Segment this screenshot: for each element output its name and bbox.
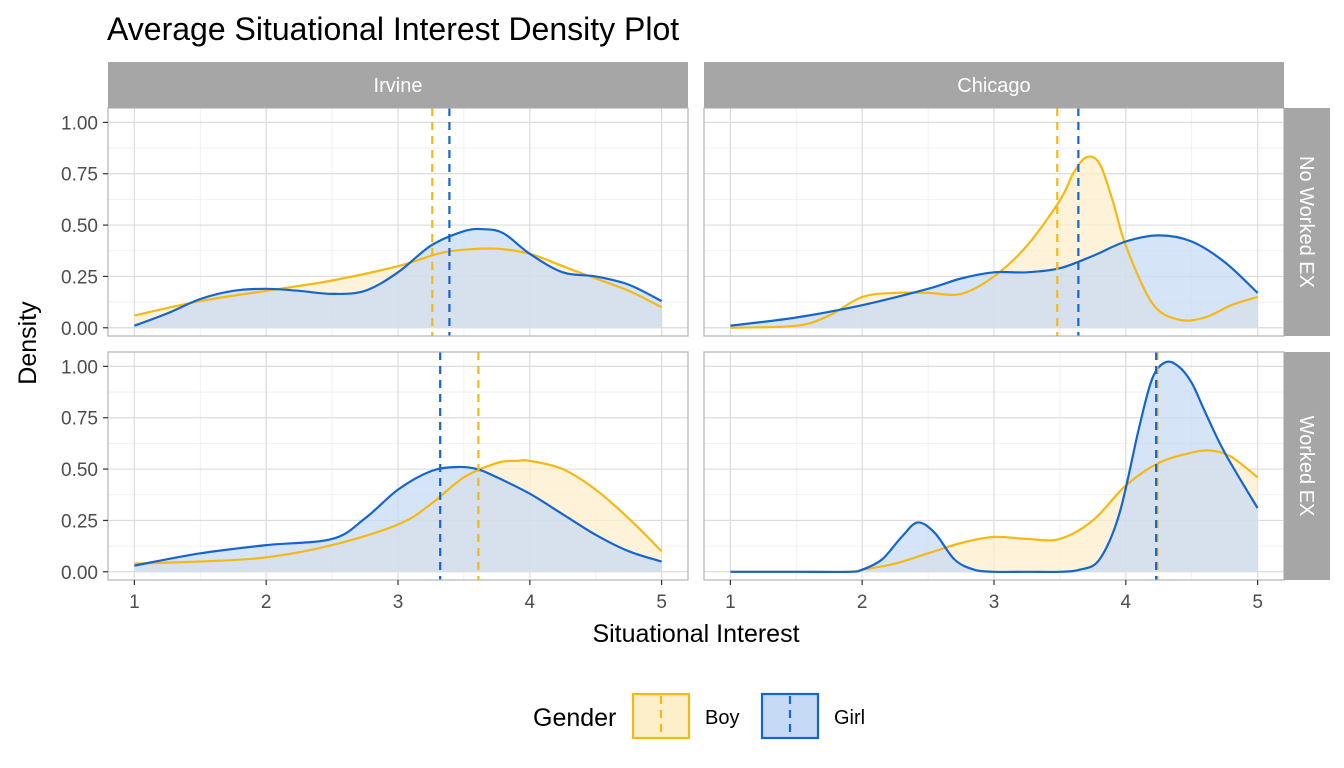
y-tick-label: 0.00 xyxy=(61,319,98,340)
legend-label: Girl xyxy=(834,707,865,729)
strip-background xyxy=(1284,352,1330,580)
chart-title: Average Situational Interest Density Plo… xyxy=(107,11,679,47)
y-tick-label: 0.25 xyxy=(61,267,98,288)
legend-entry-girl: Girl xyxy=(760,692,865,740)
panel-irvine-no-worked-ex xyxy=(107,107,689,337)
y-axis-title: Density xyxy=(14,301,42,385)
legend-entry-boy: Boy xyxy=(631,692,739,740)
density-lines xyxy=(134,227,663,327)
x-tick-label: 4 xyxy=(525,592,536,613)
x-tick-label: 3 xyxy=(393,592,404,613)
y-tick-label: 0.50 xyxy=(61,460,98,481)
axes: 0.00 0.25 0.50 0.75 1.00 0.00 0.25 0.50 0.75 1.00… xyxy=(61,113,1263,613)
panel-chicago-no-worked-ex xyxy=(703,107,1285,337)
density-area-girl xyxy=(134,228,662,328)
facet-panels xyxy=(107,107,1285,581)
density-lines xyxy=(730,360,1259,574)
density-areas xyxy=(134,228,662,328)
x-tick-label: 5 xyxy=(656,592,667,613)
x-tick-label: 4 xyxy=(1121,592,1132,613)
strip-label: No Worked EX xyxy=(1295,156,1317,288)
y-tick-label: 0.50 xyxy=(61,216,98,237)
y-tick-label: 0.25 xyxy=(61,511,98,532)
legend-title: Gender xyxy=(533,704,616,732)
strip-worked-ex: Worked EX xyxy=(1284,352,1330,580)
density-line-girl xyxy=(730,360,1259,574)
strip-background xyxy=(1284,108,1330,336)
density-line-boy xyxy=(134,459,663,565)
x-tick-label: 2 xyxy=(261,592,272,613)
strip-label: Chicago xyxy=(957,75,1030,97)
density-areas xyxy=(730,361,1258,572)
density-area-girl xyxy=(730,361,1258,572)
y-tick-label: 0.00 xyxy=(61,563,98,584)
x-tick-label: 5 xyxy=(1252,592,1263,613)
y-tick-label: 0.75 xyxy=(61,165,98,186)
x-tick-label: 3 xyxy=(989,592,1000,613)
legend-label: Boy xyxy=(705,707,739,729)
density-line-boy xyxy=(134,247,663,317)
strip-background xyxy=(704,62,1284,108)
strip-label: Irvine xyxy=(374,75,423,97)
x-tick-label: 1 xyxy=(129,592,140,613)
y-tick-label: 0.75 xyxy=(61,409,98,430)
density-line-girl xyxy=(730,234,1259,327)
density-lines xyxy=(730,155,1259,329)
density-lines xyxy=(134,459,663,567)
strip-chicago: Chicago xyxy=(704,62,1284,108)
y-tick-label: 1.00 xyxy=(61,357,98,378)
facet-strips: Irvine Chicago No Worked EX Worked EX xyxy=(108,62,1330,580)
density-line-girl xyxy=(134,227,663,327)
density-line-girl xyxy=(134,465,662,567)
x-axis-title: Situational Interest xyxy=(592,620,799,648)
panel-chicago-worked-ex xyxy=(703,351,1285,581)
strip-background xyxy=(108,62,688,108)
panel-irvine-worked-ex xyxy=(107,351,689,581)
y-tick-label: 1.00 xyxy=(61,113,98,134)
x-tick-label: 2 xyxy=(857,592,868,613)
density-line-boy xyxy=(730,155,1258,329)
legend: Gender Boy Girl xyxy=(533,692,865,740)
density-areas xyxy=(730,156,1258,328)
strip-irvine: Irvine xyxy=(108,62,688,108)
x-tick-label: 1 xyxy=(725,592,736,613)
strip-label: Worked EX xyxy=(1295,416,1317,517)
density-area-girl xyxy=(730,235,1258,328)
strip-no-worked-ex: No Worked EX xyxy=(1284,108,1330,336)
